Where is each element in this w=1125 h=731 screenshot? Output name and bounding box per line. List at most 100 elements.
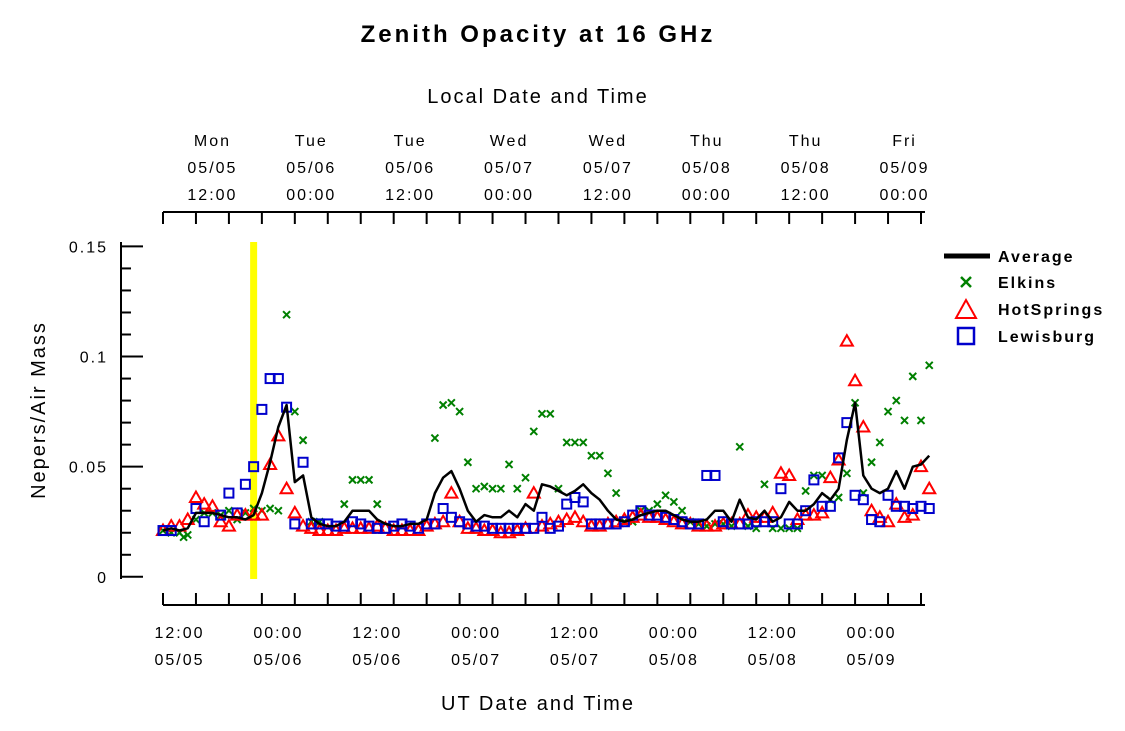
x-axis-title: UT Date and Time <box>441 693 635 715</box>
x-marker-stroke <box>488 484 497 493</box>
lewisburg-point <box>775 483 787 495</box>
hotsprings-point <box>567 509 583 523</box>
elkins-point <box>908 372 917 381</box>
lewisburg-point <box>256 403 268 415</box>
highlight-layer <box>250 242 258 579</box>
elkins-point <box>455 407 464 416</box>
hotsprings-point <box>773 465 789 479</box>
elkins-point <box>661 491 670 500</box>
elkins-point <box>883 407 893 416</box>
elkins-point <box>570 438 580 447</box>
x-marker-stroke <box>653 499 662 509</box>
x-marker-stroke <box>817 471 827 480</box>
bottom-tick-date: 05/08 <box>748 652 798 669</box>
y-tick-label: 0.15 <box>69 239 108 256</box>
hotsprings-point <box>254 507 270 521</box>
hotsprings-point <box>847 372 863 387</box>
bottom-tick-date: 05/06 <box>352 652 402 669</box>
elkins-point <box>430 433 440 443</box>
elkins-point <box>438 400 448 410</box>
legend-square-swatch <box>956 326 976 346</box>
x-marker-stroke <box>562 438 571 447</box>
x-marker-stroke <box>900 416 909 425</box>
x-marker-stroke <box>595 451 604 460</box>
elkins-point <box>537 409 547 419</box>
hotsprings-point <box>863 502 880 517</box>
lewisburg-point <box>536 511 548 523</box>
x-marker-stroke <box>183 530 192 540</box>
hotsprings-point <box>855 419 872 433</box>
lewisburg-point <box>561 498 573 510</box>
elkins-point <box>677 506 687 515</box>
elkins-point <box>471 484 481 493</box>
lewisburg-point <box>577 496 589 508</box>
bottom-tick-time: 00:00 <box>649 625 699 642</box>
lewisburg-point <box>857 494 869 506</box>
x-marker-stroke <box>867 458 876 467</box>
elkins-point <box>595 451 604 460</box>
hotsprings-point <box>221 518 237 532</box>
elkins-point <box>875 438 885 447</box>
top-tick-date: 05/07 <box>583 160 633 177</box>
elkins-point <box>916 416 926 425</box>
lewisburg-point <box>528 522 540 534</box>
hotsprings-point <box>245 507 262 521</box>
top-tick-day: Thu <box>690 133 724 150</box>
chart-title: Zenith Opacity at 16 GHz <box>361 21 716 48</box>
elkins-point <box>735 442 744 452</box>
hotsprings-point <box>287 504 303 519</box>
top-tick-time: 00:00 <box>484 187 534 204</box>
elkins-point <box>817 471 827 480</box>
lewisburg-point <box>248 461 260 473</box>
top-tick-day: Thu <box>789 133 823 150</box>
elkins-point <box>340 499 349 509</box>
lewisburg-point <box>882 489 894 501</box>
lewisburg-point <box>767 516 779 528</box>
top-tick-date: 05/05 <box>187 160 237 177</box>
x-marker-stroke <box>463 458 473 467</box>
lewisburg-point <box>824 500 836 512</box>
top-tick-date: 05/09 <box>879 160 929 177</box>
legend-label-lewisburg: Lewisburg <box>998 329 1096 346</box>
x-marker-stroke <box>537 409 547 419</box>
lewisburg-point <box>297 456 309 468</box>
x-marker-stroke <box>373 499 382 509</box>
axes-layer: 0.15 0.1 0.05 0 12:00 05/05 00:00 05/06 12:00 05/… <box>69 133 929 669</box>
legend-triangle-swatch <box>954 297 978 319</box>
lewisburg-point <box>874 516 886 528</box>
x-marker-stroke <box>298 436 308 445</box>
top-tick-time: 12:00 <box>385 187 435 204</box>
elkins-point <box>480 482 489 491</box>
x-marker-stroke <box>960 276 972 288</box>
x-marker-stroke <box>834 493 843 502</box>
y-tick-label: 0.1 <box>80 350 108 367</box>
x-marker-stroke <box>282 310 291 319</box>
lewisburg-point <box>923 503 935 515</box>
elkins-point <box>290 407 300 416</box>
bottom-tick-time: 00:00 <box>847 625 897 642</box>
x-marker-stroke <box>364 475 374 485</box>
hotsprings-point <box>262 456 278 470</box>
top-tick-date: 05/08 <box>781 160 831 177</box>
elkins-point <box>562 438 571 447</box>
legend-x-swatch <box>960 276 972 288</box>
elkins-point <box>224 506 234 515</box>
y-tick-label: 0.05 <box>69 460 108 477</box>
lewisburg-point <box>437 503 449 515</box>
y-tick-label: 0 <box>97 570 108 587</box>
hotsprings-point <box>212 513 229 528</box>
hotsprings-point <box>229 507 245 521</box>
elkins-point <box>348 475 357 485</box>
elkins-point <box>867 458 876 467</box>
legend-label-average: Average <box>998 249 1075 266</box>
elkins-point <box>488 484 497 493</box>
elkins-point <box>356 475 365 485</box>
top-tick-time: 12:00 <box>781 187 831 204</box>
hotsprings-point <box>278 480 295 495</box>
top-tick-time: 00:00 <box>286 187 336 204</box>
x-marker-stroke <box>438 400 448 410</box>
bottom-tick-date: 05/05 <box>154 652 204 669</box>
top-tick-time: 12:00 <box>583 187 633 204</box>
lewisburg-point <box>693 518 705 530</box>
